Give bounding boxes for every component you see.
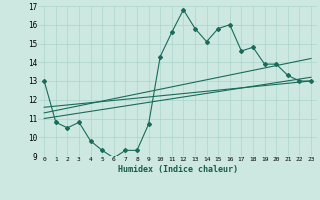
X-axis label: Humidex (Indice chaleur): Humidex (Indice chaleur) [118,165,238,174]
